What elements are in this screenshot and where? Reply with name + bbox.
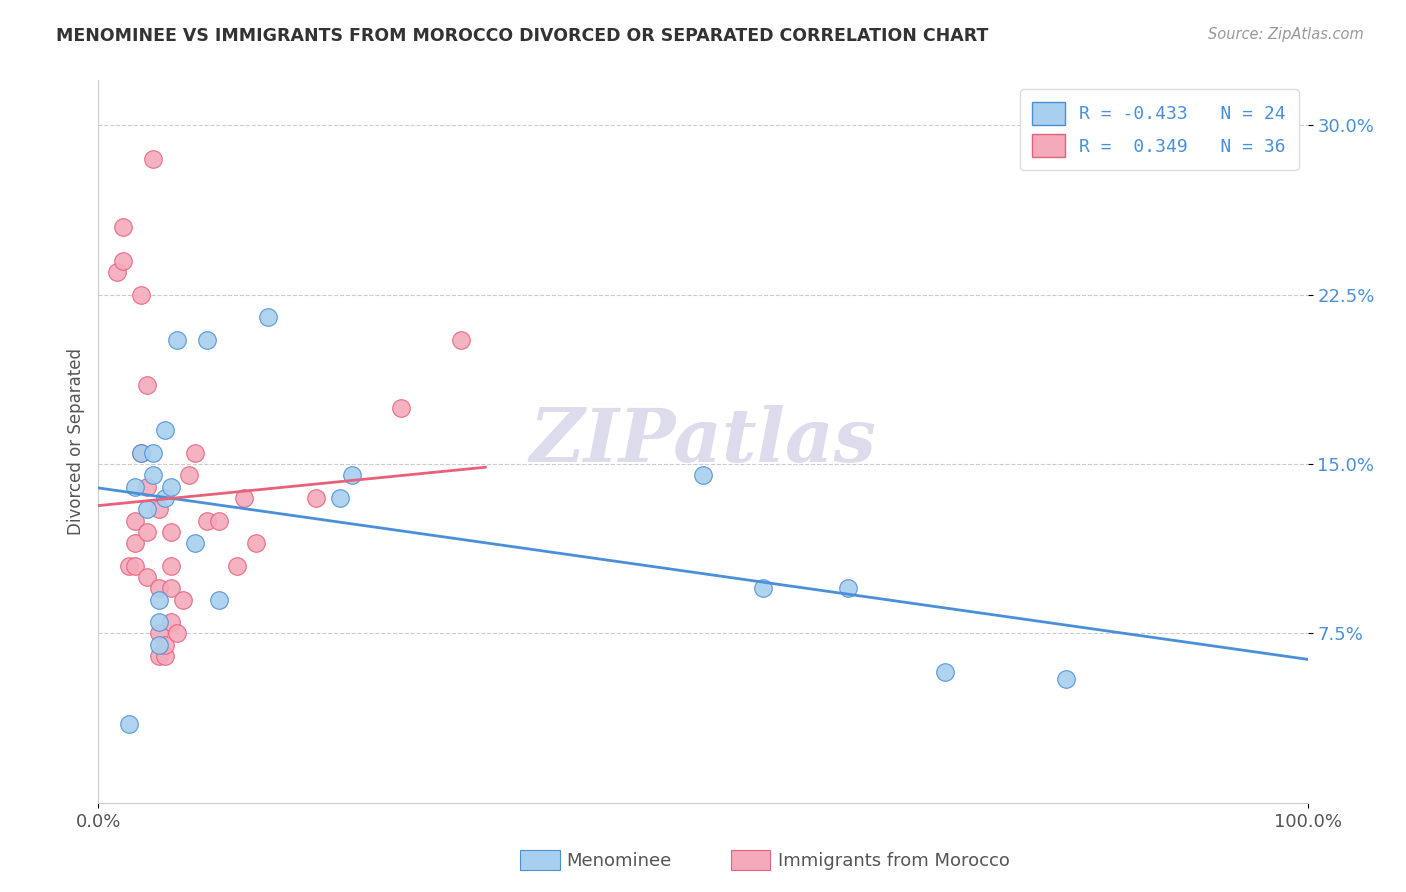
Point <box>450 333 472 347</box>
Point <box>245 536 267 550</box>
Point <box>342 468 364 483</box>
Point <box>118 716 141 731</box>
Text: Source: ZipAtlas.com: Source: ZipAtlas.com <box>1208 27 1364 42</box>
Point <box>111 253 134 268</box>
Point <box>208 514 231 528</box>
Point <box>124 536 146 550</box>
Y-axis label: Divorced or Separated: Divorced or Separated <box>66 348 84 535</box>
Point <box>148 592 170 607</box>
Point <box>148 626 170 640</box>
Point <box>160 582 183 596</box>
Point <box>124 480 146 494</box>
Point <box>153 423 176 437</box>
Point <box>124 558 146 573</box>
Point <box>153 638 176 652</box>
Point <box>256 310 278 325</box>
Point <box>129 446 152 460</box>
Point <box>166 626 188 640</box>
Point <box>135 524 157 539</box>
Point <box>1054 672 1077 686</box>
Point <box>837 582 859 596</box>
Point <box>305 491 328 505</box>
Point <box>153 648 176 663</box>
Point <box>208 592 231 607</box>
Point <box>135 570 157 584</box>
Point <box>934 665 956 679</box>
Point <box>105 265 128 279</box>
Point <box>329 491 352 505</box>
Point <box>160 615 183 630</box>
Point <box>148 648 170 663</box>
Point <box>166 333 188 347</box>
Point <box>692 468 714 483</box>
Point <box>153 491 176 505</box>
Legend: R = -0.433   N = 24, R =  0.349   N = 36: R = -0.433 N = 24, R = 0.349 N = 36 <box>1019 89 1299 170</box>
Point <box>195 333 218 347</box>
Point <box>129 287 152 301</box>
Point <box>184 536 207 550</box>
Point <box>232 491 254 505</box>
Point <box>148 582 170 596</box>
Point <box>195 514 218 528</box>
Point <box>135 378 157 392</box>
Text: ZIPatlas: ZIPatlas <box>530 405 876 478</box>
Point <box>135 480 157 494</box>
Text: Immigrants from Morocco: Immigrants from Morocco <box>778 852 1010 870</box>
Point <box>160 480 183 494</box>
Point <box>184 446 207 460</box>
Point <box>118 558 141 573</box>
Text: Menominee: Menominee <box>567 852 672 870</box>
Point <box>172 592 194 607</box>
Point <box>179 468 201 483</box>
Point <box>160 524 183 539</box>
Point <box>142 468 165 483</box>
Point <box>226 558 249 573</box>
Point <box>148 615 170 630</box>
Point <box>148 638 170 652</box>
Point <box>142 446 165 460</box>
Point <box>142 153 165 167</box>
Point <box>389 401 412 415</box>
Point <box>129 446 152 460</box>
Point <box>752 582 775 596</box>
Point <box>160 558 183 573</box>
Point <box>135 502 157 516</box>
Text: MENOMINEE VS IMMIGRANTS FROM MOROCCO DIVORCED OR SEPARATED CORRELATION CHART: MENOMINEE VS IMMIGRANTS FROM MOROCCO DIV… <box>56 27 988 45</box>
Point <box>111 220 134 235</box>
Point <box>124 514 146 528</box>
Point <box>148 502 170 516</box>
